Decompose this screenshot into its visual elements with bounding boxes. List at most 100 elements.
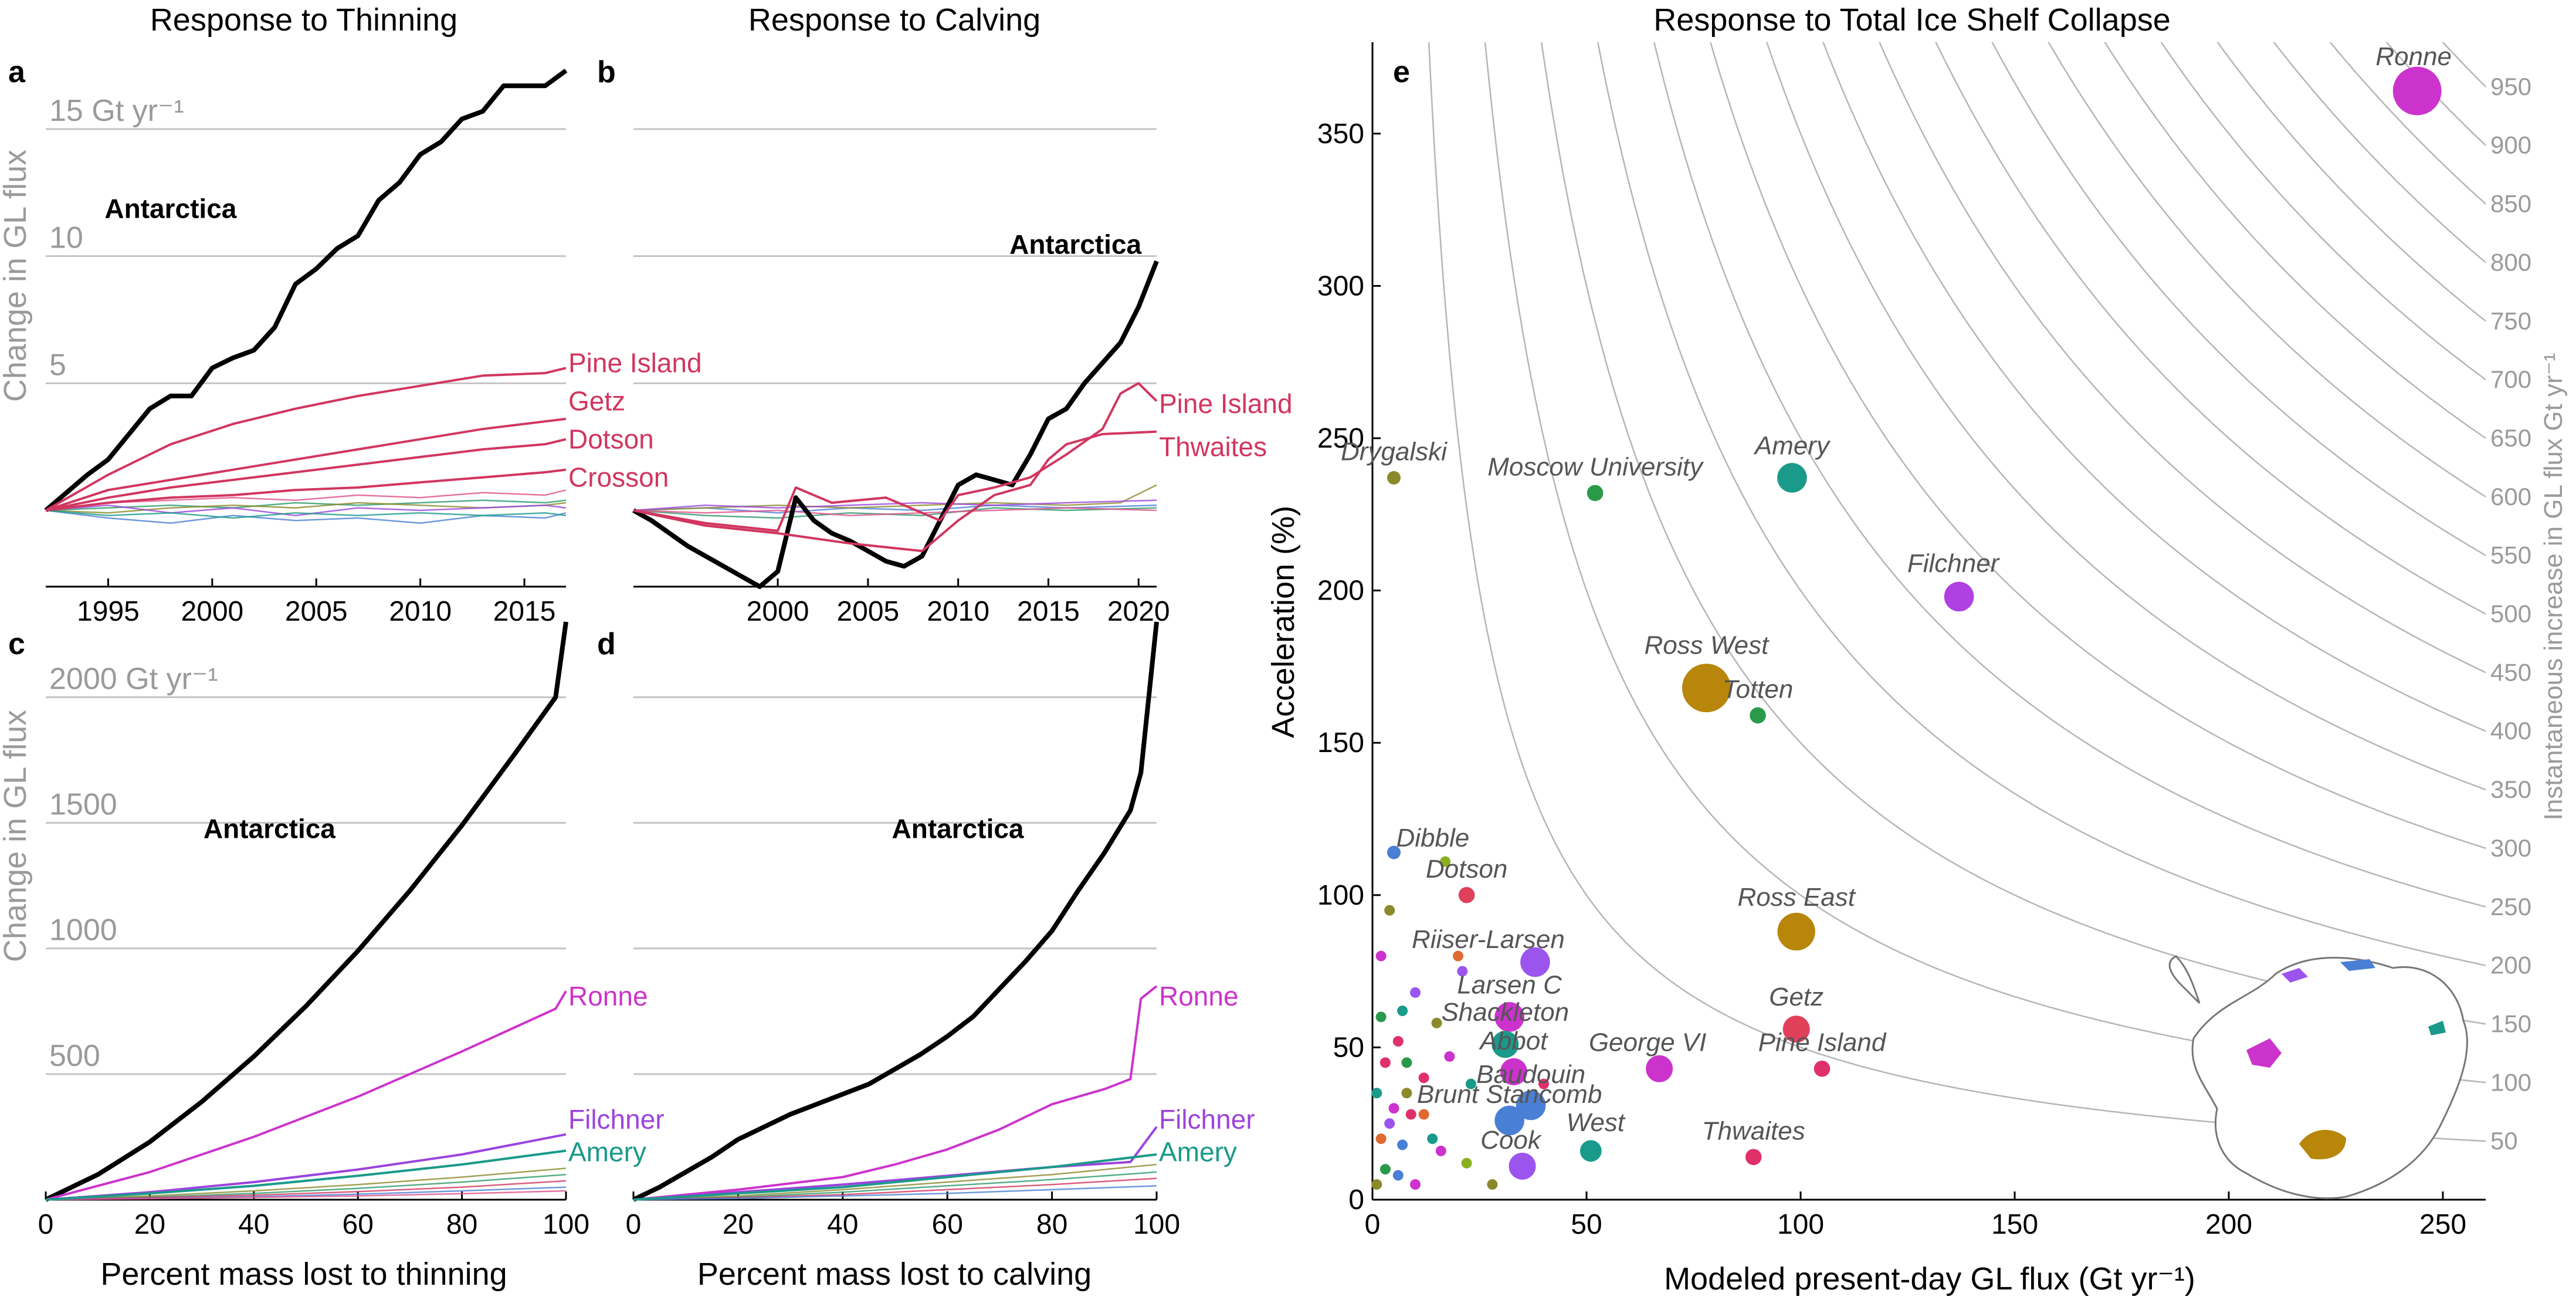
series-label-pine-island: Pine Island: [1159, 388, 1293, 419]
contour-800: [2273, 42, 2486, 264]
y-tick-label-200: 200: [1317, 575, 1364, 607]
ref-label-2000: 2000 Gt yr⁻¹: [49, 662, 218, 696]
point-totten: [1750, 707, 1766, 724]
contour-label-750: 750: [2490, 307, 2531, 334]
point-dibble: [1387, 845, 1401, 859]
x-tick-label-0: 0: [1365, 1209, 1381, 1240]
contour-450: [1879, 42, 2486, 673]
point-cook: [1509, 1152, 1536, 1180]
point-label-baudouin: Baudouin: [1476, 1060, 1585, 1089]
series-label-thwaites: Thwaites: [1159, 432, 1267, 462]
contour-label-600: 600: [2490, 483, 2531, 510]
series-label-filchner: Filchner: [568, 1104, 665, 1135]
x-tick-label-2020: 2020: [1107, 596, 1170, 627]
series-label-antarctica: Antarctica: [104, 194, 236, 224]
point-label-cook: Cook: [1480, 1126, 1542, 1155]
x-tick-label-2005: 2005: [285, 596, 348, 627]
x-tick-label-2005: 2005: [836, 596, 899, 627]
point-label-pine-island: Pine Island: [1758, 1028, 1887, 1057]
contour-label-550: 550: [2490, 541, 2531, 569]
point-label-george-vi: George VI: [1589, 1028, 1707, 1057]
x-tick-label-80: 80: [1036, 1209, 1067, 1240]
title-thinning: Response to Thinning: [150, 2, 457, 38]
contour-label-500: 500: [2490, 600, 2531, 628]
antarctica-outline: [2191, 957, 2468, 1200]
point-label-amery: Amery: [1753, 431, 1831, 460]
point-label-shackleton: Shackleton: [1441, 998, 1569, 1027]
contour-950: [2442, 42, 2486, 88]
minor-point-0: [1440, 856, 1451, 867]
minor-point-4: [1431, 1017, 1442, 1028]
panel-b-chart: 2000 2005 2010 2015 2020 Antarctica Pine Islan…: [632, 128, 1293, 627]
point-label-riiser-larsen: Riiser-Larsen: [1412, 925, 1565, 954]
minor-point-19: [1375, 1133, 1387, 1145]
series-label-ronne: Ronne: [1159, 981, 1239, 1011]
minor-point-10: [1538, 1078, 1549, 1089]
series-line-antarctica: [632, 621, 1159, 1202]
point-label-getz: Getz: [1769, 983, 1823, 1011]
series-line-antarctica: [45, 621, 568, 1202]
x-tick-label-0: 0: [38, 1209, 54, 1240]
panel-label-e: e: [1393, 55, 1410, 89]
series-label-antarctica: Antarctica: [1009, 229, 1141, 259]
contour-group: [1428, 42, 2486, 1142]
minor-point-28: [1418, 1109, 1429, 1120]
y-tick-label-250: 250: [1317, 423, 1364, 454]
minor-point-1: [1453, 950, 1463, 962]
point-ross-east: [1777, 912, 1815, 951]
series-label-amery: Amery: [568, 1137, 646, 1167]
series-line-antarctica: [44, 69, 568, 513]
series-label-antarctica: Antarctica: [892, 813, 1024, 844]
point-thwaites: [1745, 1149, 1762, 1166]
series-label-filchner: Filchner: [1159, 1104, 1255, 1135]
ylabel-top: Change in GL flux: [0, 150, 33, 402]
xlabel-d: Percent mass lost to calving: [697, 1257, 1092, 1292]
series-label-ronne: Ronne: [568, 981, 648, 1011]
point-label-thwaites: Thwaites: [1702, 1116, 1805, 1145]
contour-label-300: 300: [2490, 834, 2531, 862]
minor-point-22: [1410, 1179, 1421, 1190]
antarctica-inset-map: [2168, 955, 2468, 1200]
minor-point-23: [1371, 1179, 1382, 1190]
minor-series-line-4: [45, 509, 567, 519]
x-tick-label-80: 80: [446, 1209, 477, 1240]
contour-label-700: 700: [2490, 365, 2531, 393]
x-tick-label-20: 20: [723, 1209, 754, 1240]
point-brunt-stancomb: [1494, 1105, 1524, 1136]
point-pine-island: [1814, 1060, 1831, 1077]
minor-point-2: [1457, 966, 1468, 977]
contour-600: [2048, 42, 2486, 498]
contour-500: [1935, 42, 2486, 615]
x-tick-label-2015: 2015: [493, 596, 556, 627]
contour-label-150: 150: [2490, 1010, 2531, 1037]
point-label-abbot: Abbot: [1478, 1027, 1548, 1055]
point-label-moscow-university: Moscow University: [1487, 452, 1704, 481]
panel-label-a: a: [8, 55, 26, 89]
contour-label-250: 250: [2490, 893, 2531, 920]
contour-850: [2329, 42, 2486, 205]
minor-point-15: [1487, 1179, 1498, 1190]
contour-label-200: 200: [2490, 952, 2531, 979]
minor-point-7: [1405, 1109, 1416, 1120]
series-label-getz: Getz: [568, 386, 625, 417]
x-tick-label-2000: 2000: [747, 596, 809, 627]
x-tick-label-200: 200: [2205, 1209, 2252, 1240]
ref-label-5: 5: [49, 348, 66, 382]
point-label-ross-east: Ross East: [1737, 883, 1856, 912]
minor-series-line-3: [633, 1185, 1157, 1201]
contour-700: [2160, 42, 2486, 381]
point-dotson: [1458, 886, 1475, 903]
x-tick-label-50: 50: [1571, 1209, 1602, 1240]
series-label-crosson: Crosson: [568, 462, 669, 493]
series-line-antarctica: [632, 260, 1159, 589]
point-abbot: [1500, 1058, 1527, 1085]
title-calving: Response to Calving: [748, 2, 1040, 38]
series-line-dotson: [45, 438, 567, 512]
point-label-filchner: Filchner: [1907, 549, 2001, 578]
point-shackleton: [1492, 1031, 1519, 1058]
minor-point-26: [1371, 1088, 1382, 1099]
series-line-crosson: [45, 468, 567, 512]
series-line-pine-island: [45, 367, 567, 512]
contour-650: [2104, 42, 2486, 439]
